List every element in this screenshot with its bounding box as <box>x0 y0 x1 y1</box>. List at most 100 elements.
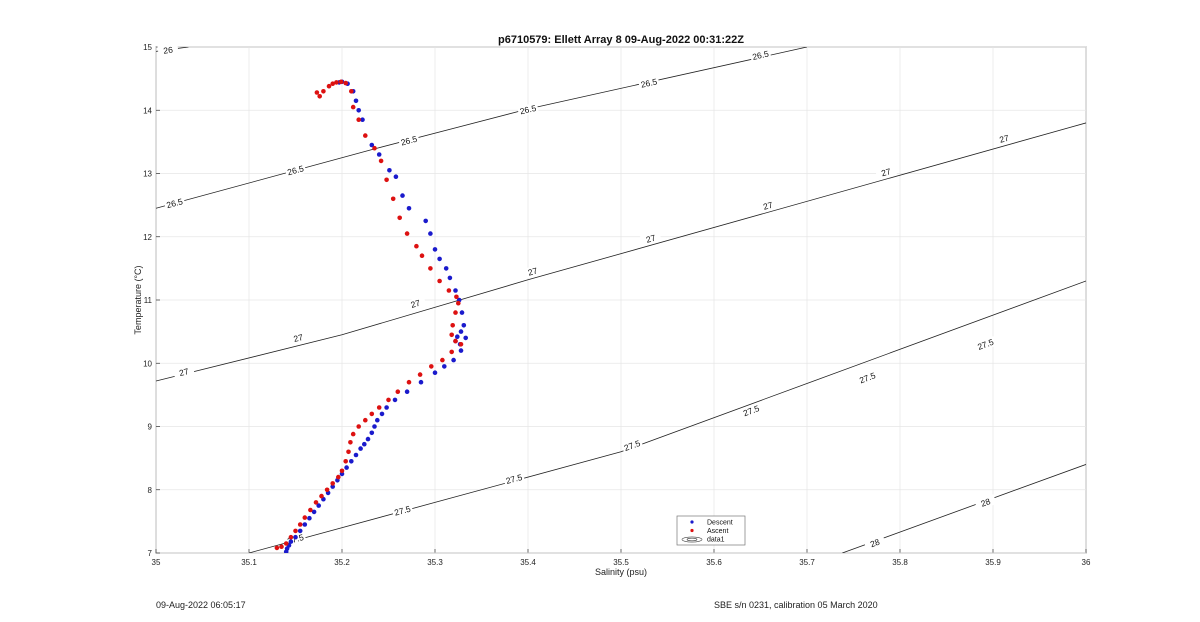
y-tick-label: 8 <box>148 486 153 495</box>
ascent-point <box>384 177 389 183</box>
descent-point <box>455 334 460 340</box>
contour-label: 27 <box>880 166 892 178</box>
ascent-point <box>317 94 323 99</box>
contour-label-bg <box>863 534 886 552</box>
descent-point <box>406 206 412 211</box>
descent-point <box>302 522 308 527</box>
descent-point <box>458 329 464 334</box>
descent-point <box>372 424 377 429</box>
contour-label: 26.5 <box>400 134 419 148</box>
descent-point <box>453 288 458 293</box>
contour-label-bg <box>993 131 1016 147</box>
descent-point <box>458 348 464 353</box>
chart-title: p6710579: Ellett Array 8 09-Aug-2022 00:… <box>498 34 744 46</box>
descent-point <box>376 152 382 157</box>
descent-point <box>369 142 375 148</box>
ascent-point <box>319 493 324 499</box>
contour-label: 28 <box>979 496 992 509</box>
ascent-point <box>440 357 445 363</box>
descent-point <box>297 528 303 534</box>
descent-point <box>307 515 312 521</box>
contour-label: 26 <box>163 45 174 56</box>
contour-label: 27.5 <box>393 504 412 518</box>
descent-point <box>432 370 438 376</box>
ascent-point <box>338 79 344 85</box>
x-tick-labels: 35 35.1 35.2 35.3 35.4 35.5 35.6 35.7 35.8 35.9 36 <box>152 558 1091 567</box>
ascent-point <box>348 440 353 445</box>
x-tick-label: 35.4 <box>520 558 536 567</box>
contour-label-bg <box>740 402 763 419</box>
descent-point <box>463 335 469 341</box>
footer-timestamp: 09-Aug-2022 06:05:17 <box>156 600 246 610</box>
contour-labels: 26 26.5 26.5 26.5 26.5 26.5 26.5 27 27 27 27 27 27 27… <box>157 43 1016 552</box>
descent-point <box>365 436 371 442</box>
ascent-point <box>350 431 356 437</box>
legend[interactable]: Descent Ascent data1 <box>676 515 746 546</box>
footer-calibration: SBE s/n 0231, calibration 05 March 2020 <box>714 600 878 610</box>
legend-descent-marker <box>690 520 694 524</box>
descent-point <box>375 417 380 423</box>
contour-label-bg <box>875 164 898 180</box>
ascent-point <box>414 243 419 249</box>
ascent-point <box>453 338 458 344</box>
y-tick-label: 15 <box>143 43 152 52</box>
x-tick-label: 35.5 <box>613 558 629 567</box>
descent-point <box>379 411 385 417</box>
contour-label-bg <box>974 494 997 511</box>
contour-label-bg <box>974 336 997 353</box>
ascent-point <box>454 294 459 300</box>
descent-point <box>432 247 438 252</box>
ascent-point <box>453 310 458 315</box>
ascent-point <box>363 133 368 138</box>
descent-point <box>288 539 294 544</box>
descent-point <box>428 231 433 236</box>
ascent-point <box>437 278 442 284</box>
y-tick-labels: 7 8 9 10 11 12 13 14 15 <box>143 43 152 558</box>
ascent-point <box>456 300 461 306</box>
contour-label-bg <box>172 364 195 380</box>
contour-label-bg <box>284 162 307 178</box>
ascent-point <box>369 411 375 417</box>
ascent-point <box>363 417 368 423</box>
contour-label-bg <box>856 369 879 386</box>
descent-point <box>344 465 349 470</box>
descent-point <box>353 98 359 104</box>
contour-label-bg <box>638 76 660 91</box>
ascent-point <box>326 83 332 89</box>
contour-label: 27.5 <box>505 472 524 486</box>
descent-point <box>461 323 467 328</box>
grid-lines <box>155 46 1087 554</box>
ascent-point <box>302 515 308 520</box>
ascent-point <box>349 89 354 94</box>
descent-point <box>353 452 359 458</box>
ascent-point <box>458 342 464 347</box>
ascent-point <box>404 231 410 236</box>
ascent-point <box>417 372 423 377</box>
ascent-point <box>288 534 294 540</box>
x-tick-label: 35.9 <box>985 558 1001 567</box>
contour-label-bg <box>404 296 427 312</box>
descent-point <box>316 503 322 508</box>
contour-label: 27 <box>998 133 1010 145</box>
descent-point <box>418 379 424 385</box>
contour-label: 27 <box>178 366 190 378</box>
contour-label: 27 <box>293 332 305 344</box>
descent-point <box>349 459 354 464</box>
ascent-point <box>330 481 336 486</box>
contour-label-bg <box>398 133 420 148</box>
descent-point <box>437 256 442 262</box>
contour-label-bg <box>749 48 772 63</box>
ascent-point <box>314 90 320 95</box>
ascent-point <box>334 80 339 85</box>
descent-point <box>443 266 449 271</box>
ascent-point <box>343 80 349 86</box>
ascent-point <box>356 424 362 429</box>
contour-label-bg <box>503 471 526 487</box>
y-tick-label: 10 <box>143 359 152 368</box>
descent-point <box>311 509 317 515</box>
descent-point <box>293 534 298 540</box>
y-axis-label: Temperature (°C) <box>133 265 143 334</box>
contour-label-bg <box>639 231 662 247</box>
y-tick-label: 12 <box>143 233 152 242</box>
ascent-point <box>350 104 356 110</box>
